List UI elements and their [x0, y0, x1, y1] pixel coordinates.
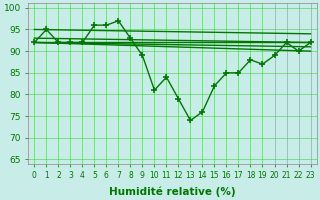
X-axis label: Humidité relative (%): Humidité relative (%)	[109, 186, 236, 197]
